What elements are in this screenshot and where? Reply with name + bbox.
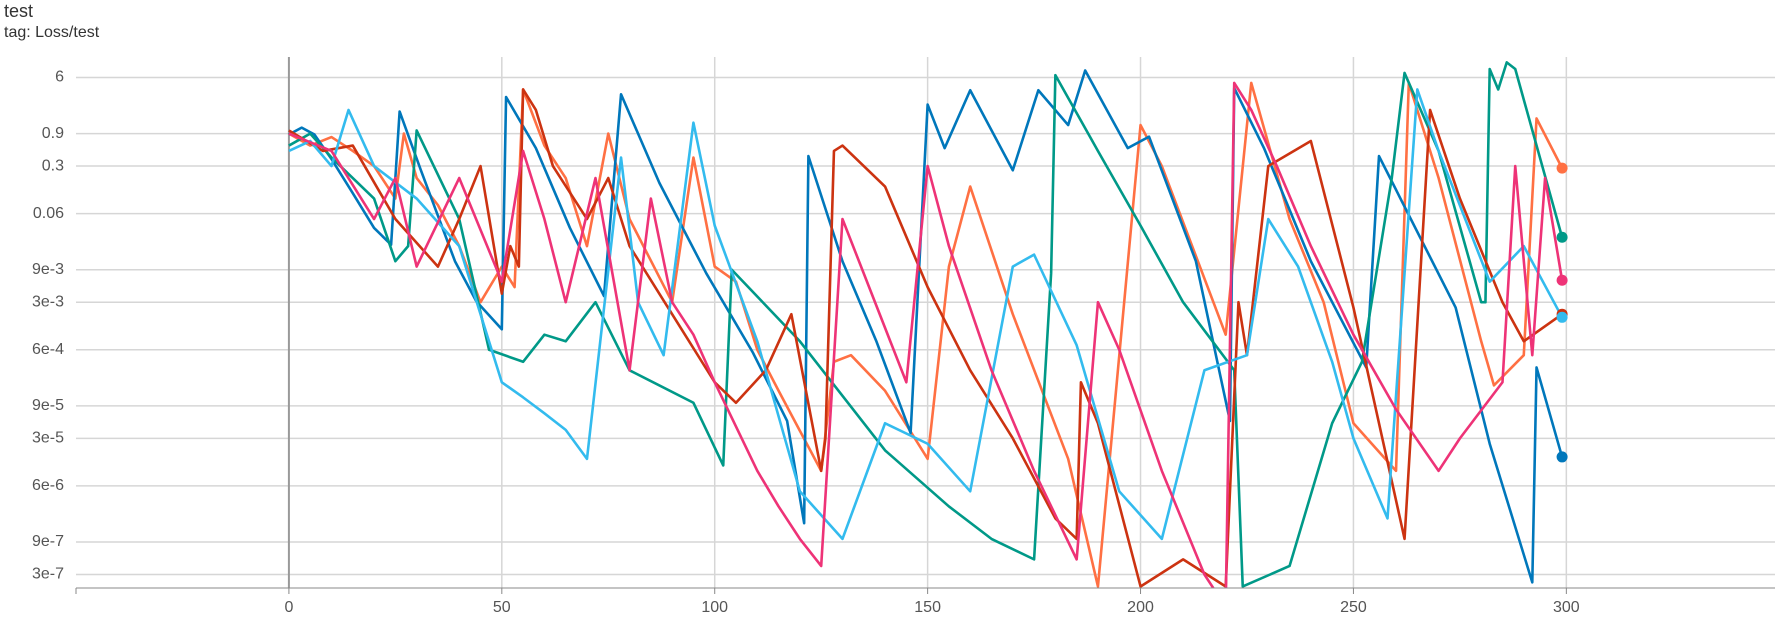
x-tick-label: 250 — [1340, 599, 1367, 616]
end-point — [1556, 274, 1568, 286]
series-line — [288, 69, 1564, 584]
end-point — [1556, 311, 1568, 323]
y-tick-label: 9e-5 — [32, 397, 64, 414]
series-line — [288, 81, 1564, 588]
x-tick-label: 300 — [1553, 599, 1580, 616]
end-point — [1556, 231, 1568, 243]
chart-title: test — [4, 1, 33, 21]
plot-area — [288, 61, 1564, 588]
y-tick-label: 3e-7 — [32, 566, 64, 583]
y-tick-label: 3e-5 — [32, 430, 64, 447]
x-tick-label: 0 — [284, 599, 293, 616]
end-point — [1556, 451, 1568, 463]
y-tick-label: 0.06 — [33, 205, 64, 222]
y-tick-label: 9e-3 — [32, 261, 64, 278]
x-tick-label: 150 — [914, 599, 941, 616]
y-tick-label: 3e-3 — [32, 293, 64, 310]
x-tick-label: 200 — [1127, 599, 1154, 616]
y-tick-label: 6e-6 — [32, 477, 64, 494]
y-tick-label: 9e-7 — [32, 533, 64, 550]
y-tick-label: 0.3 — [42, 157, 64, 174]
series-line — [288, 88, 1564, 541]
y-tick-label: 0.9 — [42, 125, 64, 142]
y-tick-label: 6 — [55, 69, 64, 86]
x-tick-label: 100 — [701, 599, 728, 616]
chart-subtitle: tag: Loss/test — [4, 24, 100, 41]
series-line — [288, 88, 1563, 588]
series-line — [288, 61, 1564, 588]
axes: 3e-7 9e-7 6e-6 3e-5 9e-5 6e-4 3e-3 9e-3 0.06 0.3 0… — [32, 69, 1775, 616]
x-tick-label: 50 — [493, 599, 511, 616]
end-point — [1556, 162, 1568, 174]
y-tick-label: 6e-4 — [32, 341, 64, 358]
